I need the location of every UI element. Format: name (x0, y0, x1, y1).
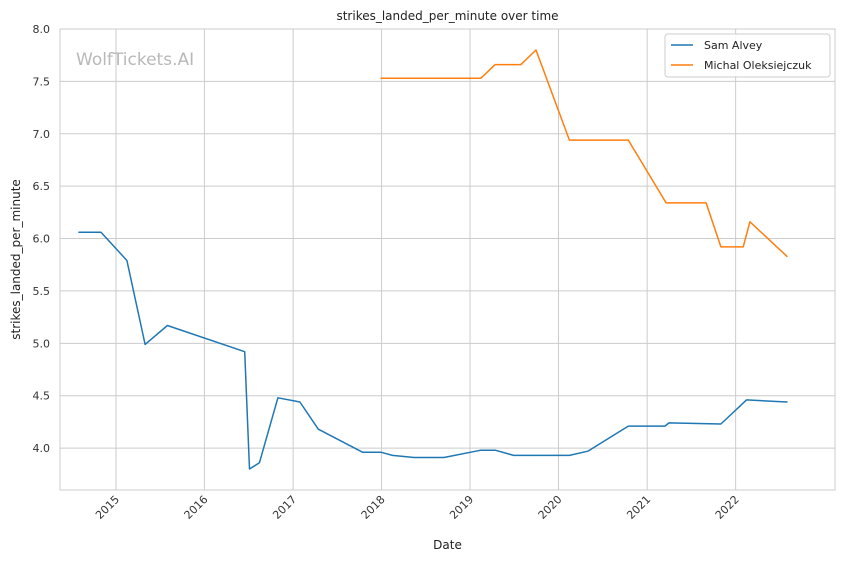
series-line-2 (380, 49, 788, 258)
y-tick-label: 5.0 (33, 337, 51, 350)
y-axis-label: strikes_landed_per_minute (9, 179, 23, 340)
chart-title: strikes_landed_per_minute over time (336, 9, 558, 23)
legend-label-2: Michal Oleksiejczuk (704, 59, 812, 72)
y-tick-label: 6.5 (33, 180, 51, 193)
y-tick-label: 5.5 (33, 285, 51, 298)
y-tick-label: 6.0 (33, 233, 51, 246)
series-layer (78, 49, 788, 470)
x-axis-label: Date (433, 538, 462, 552)
y-tick-label: 7.5 (33, 75, 51, 88)
y-tick-label: 8.0 (33, 23, 51, 36)
series-line-1 (78, 231, 788, 470)
watermark-text: WolfTickets.AI (76, 50, 194, 70)
plot-area (60, 29, 835, 490)
legend-box (664, 33, 831, 78)
y-tick-label: 4.5 (33, 390, 51, 403)
y-tick-label: 4.0 (33, 442, 51, 455)
y-tick-label: 7.0 (33, 128, 51, 141)
y-axis-ticks: 4.0 4.5 5.0 5.5 6.0 6.5 7.0 7.5 8.0 (33, 23, 51, 455)
grid-lines (60, 28, 835, 490)
legend-label-1: Sam Alvey (704, 39, 763, 52)
legend: Sam Alvey Michal Oleksiejczuk (664, 33, 831, 78)
plot-frame (59, 28, 836, 491)
